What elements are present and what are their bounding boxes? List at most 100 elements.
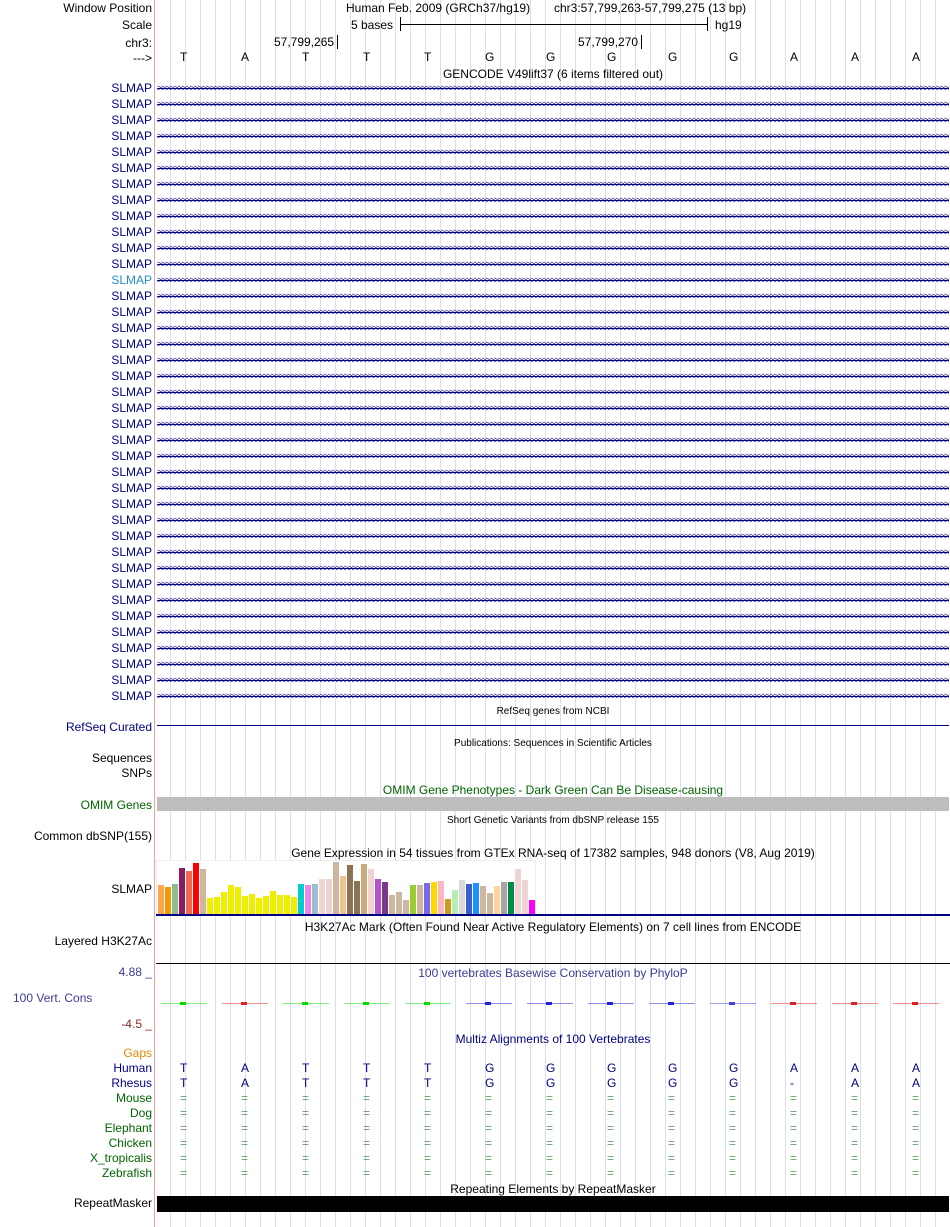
gencode-gene-label[interactable]: SLMAP — [111, 657, 152, 671]
h3k27ac-label[interactable]: Layered H3K27Ac — [54, 934, 152, 948]
multiz-species-label[interactable]: Elephant — [104, 1121, 152, 1135]
gtex-tissue-bar[interactable] — [466, 883, 472, 915]
gtex-tissue-bar[interactable] — [256, 897, 262, 915]
phylop-label[interactable]: 100 Vert. Cons — [13, 991, 93, 1005]
gencode-gene-label[interactable]: SLMAP — [111, 177, 152, 191]
multiz-track-title[interactable]: Multiz Alignments of 100 Vertebrates — [455, 1032, 651, 1046]
gencode-transcript[interactable]: >>>>>>>>>>>>>>>>>>>>>>>>>>>>>>>>>>>>>>>>… — [157, 404, 949, 413]
gtex-tissue-bar[interactable] — [508, 881, 514, 915]
dbsnp-label[interactable]: Common dbSNP(155) — [33, 829, 152, 843]
gtex-tissue-bar[interactable] — [277, 894, 283, 915]
gencode-transcript[interactable]: >>>>>>>>>>>>>>>>>>>>>>>>>>>>>>>>>>>>>>>>… — [157, 548, 949, 557]
multiz-species-label[interactable]: Rhesus — [111, 1076, 152, 1090]
multiz-species-label[interactable]: Zebrafish — [101, 1166, 152, 1180]
gtex-tissue-bar[interactable] — [459, 879, 465, 915]
gencode-gene-label[interactable]: SLMAP — [111, 257, 152, 271]
gencode-gene-label[interactable]: SLMAP — [111, 305, 152, 319]
gencode-transcript[interactable]: >>>>>>>>>>>>>>>>>>>>>>>>>>>>>>>>>>>>>>>>… — [157, 580, 949, 589]
gencode-gene-label[interactable]: SLMAP — [111, 449, 152, 463]
gtex-tissue-bar[interactable] — [312, 883, 318, 915]
gencode-transcript[interactable]: >>>>>>>>>>>>>>>>>>>>>>>>>>>>>>>>>>>>>>>>… — [157, 676, 949, 685]
gencode-gene-label[interactable]: SLMAP — [111, 273, 152, 287]
gencode-transcript[interactable]: >>>>>>>>>>>>>>>>>>>>>>>>>>>>>>>>>>>>>>>>… — [157, 116, 949, 125]
gencode-gene-label[interactable]: SLMAP — [111, 641, 152, 655]
gencode-transcript[interactable]: >>>>>>>>>>>>>>>>>>>>>>>>>>>>>>>>>>>>>>>>… — [157, 564, 949, 573]
gencode-transcript[interactable]: >>>>>>>>>>>>>>>>>>>>>>>>>>>>>>>>>>>>>>>>… — [157, 356, 949, 365]
gencode-transcript[interactable]: >>>>>>>>>>>>>>>>>>>>>>>>>>>>>>>>>>>>>>>>… — [157, 276, 949, 285]
gtex-bar-chart[interactable] — [156, 860, 536, 915]
publications-label-snps[interactable]: SNPs — [121, 766, 152, 780]
gtex-tissue-bar[interactable] — [221, 891, 227, 915]
gencode-gene-label[interactable]: SLMAP — [111, 689, 152, 703]
gencode-gene-label[interactable]: SLMAP — [111, 465, 152, 479]
gtex-tissue-bar[interactable] — [403, 899, 409, 915]
gencode-transcript[interactable]: >>>>>>>>>>>>>>>>>>>>>>>>>>>>>>>>>>>>>>>>… — [157, 100, 949, 109]
gtex-tissue-bar[interactable] — [207, 897, 213, 915]
gencode-gene-label[interactable]: SLMAP — [111, 209, 152, 223]
gencode-transcript[interactable]: >>>>>>>>>>>>>>>>>>>>>>>>>>>>>>>>>>>>>>>>… — [157, 692, 949, 701]
gtex-tissue-bar[interactable] — [431, 881, 437, 915]
multiz-species-label[interactable]: Dog — [129, 1106, 152, 1120]
gencode-gene-label[interactable]: SLMAP — [111, 161, 152, 175]
gtex-tissue-bar[interactable] — [193, 862, 199, 915]
gtex-tissue-bar[interactable] — [326, 878, 332, 915]
gencode-gene-label[interactable]: SLMAP — [111, 145, 152, 159]
gtex-tissue-bar[interactable] — [389, 894, 395, 915]
omim-feature[interactable] — [157, 797, 949, 811]
h3k27ac-track-title[interactable]: H3K27Ac Mark (Often Found Near Active Re… — [304, 920, 802, 934]
gtex-tissue-bar[interactable] — [291, 896, 297, 915]
gtex-tissue-bar[interactable] — [347, 864, 353, 915]
gencode-gene-label[interactable]: SLMAP — [111, 577, 152, 591]
gtex-tissue-bar[interactable] — [235, 886, 241, 915]
gencode-gene-label[interactable]: SLMAP — [111, 113, 152, 127]
gencode-gene-label[interactable]: SLMAP — [111, 417, 152, 431]
gencode-gene-label[interactable]: SLMAP — [111, 385, 152, 399]
gencode-gene-label[interactable]: SLMAP — [111, 241, 152, 255]
gtex-tissue-bar[interactable] — [529, 899, 535, 915]
gtex-tissue-bar[interactable] — [522, 879, 528, 915]
gtex-tissue-bar[interactable] — [333, 862, 339, 915]
gencode-gene-label[interactable]: SLMAP — [111, 193, 152, 207]
gencode-transcript[interactable]: >>>>>>>>>>>>>>>>>>>>>>>>>>>>>>>>>>>>>>>>… — [157, 468, 949, 477]
refseq-gene-line[interactable] — [157, 725, 949, 726]
gtex-tissue-bar[interactable] — [501, 881, 507, 915]
gencode-gene-label[interactable]: SLMAP — [111, 561, 152, 575]
gtex-tissue-bar[interactable] — [298, 883, 304, 915]
gencode-gene-label[interactable]: SLMAP — [111, 673, 152, 687]
gencode-gene-label[interactable]: SLMAP — [111, 497, 152, 511]
gencode-transcript[interactable]: >>>>>>>>>>>>>>>>>>>>>>>>>>>>>>>>>>>>>>>>… — [157, 628, 949, 637]
multiz-species-label[interactable]: Mouse — [115, 1091, 152, 1105]
gencode-transcript[interactable]: >>>>>>>>>>>>>>>>>>>>>>>>>>>>>>>>>>>>>>>>… — [157, 516, 949, 525]
gtex-tissue-bar[interactable] — [487, 892, 493, 915]
multiz-species-label[interactable]: X_tropicalis — [89, 1151, 152, 1165]
gtex-tissue-bar[interactable] — [480, 885, 486, 915]
gencode-transcript[interactable]: >>>>>>>>>>>>>>>>>>>>>>>>>>>>>>>>>>>>>>>>… — [157, 500, 949, 509]
phylop-track-title[interactable]: 100 vertebrates Basewise Conservation by… — [418, 966, 688, 980]
gencode-gene-label[interactable]: SLMAP — [111, 545, 152, 559]
refseq-track-title[interactable]: RefSeq genes from NCBI — [496, 706, 610, 717]
gtex-tissue-bar[interactable] — [424, 882, 430, 915]
gencode-gene-label[interactable]: SLMAP — [111, 433, 152, 447]
gtex-tissue-bar[interactable] — [263, 895, 269, 915]
gencode-transcript[interactable]: >>>>>>>>>>>>>>>>>>>>>>>>>>>>>>>>>>>>>>>>… — [157, 612, 949, 621]
gencode-gene-label[interactable]: SLMAP — [111, 481, 152, 495]
gtex-tissue-bar[interactable] — [368, 868, 374, 915]
gtex-tissue-bar[interactable] — [410, 884, 416, 915]
publications-track-title[interactable]: Publications: Sequences in Scientific Ar… — [454, 738, 652, 749]
gtex-tissue-bar[interactable] — [249, 893, 255, 915]
gencode-transcript[interactable]: >>>>>>>>>>>>>>>>>>>>>>>>>>>>>>>>>>>>>>>>… — [157, 260, 949, 269]
gencode-gene-label[interactable]: SLMAP — [111, 289, 152, 303]
gencode-track-title[interactable]: GENCODE V49lift37 (6 items filtered out) — [442, 67, 664, 81]
gencode-transcript[interactable]: >>>>>>>>>>>>>>>>>>>>>>>>>>>>>>>>>>>>>>>>… — [157, 452, 949, 461]
gtex-tissue-bar[interactable] — [515, 868, 521, 915]
gencode-gene-label[interactable]: SLMAP — [111, 529, 152, 543]
gencode-transcript[interactable]: >>>>>>>>>>>>>>>>>>>>>>>>>>>>>>>>>>>>>>>>… — [157, 84, 949, 93]
gtex-tissue-bar[interactable] — [382, 881, 388, 915]
gtex-tissue-bar[interactable] — [445, 898, 451, 915]
gencode-gene-label[interactable]: SLMAP — [111, 321, 152, 335]
gencode-transcript[interactable]: >>>>>>>>>>>>>>>>>>>>>>>>>>>>>>>>>>>>>>>>… — [157, 180, 949, 189]
gtex-tissue-bar[interactable] — [319, 878, 325, 915]
gtex-tissue-bar[interactable] — [417, 884, 423, 915]
gtex-tissue-bar[interactable] — [494, 885, 500, 915]
gtex-tissue-bar[interactable] — [438, 880, 444, 915]
